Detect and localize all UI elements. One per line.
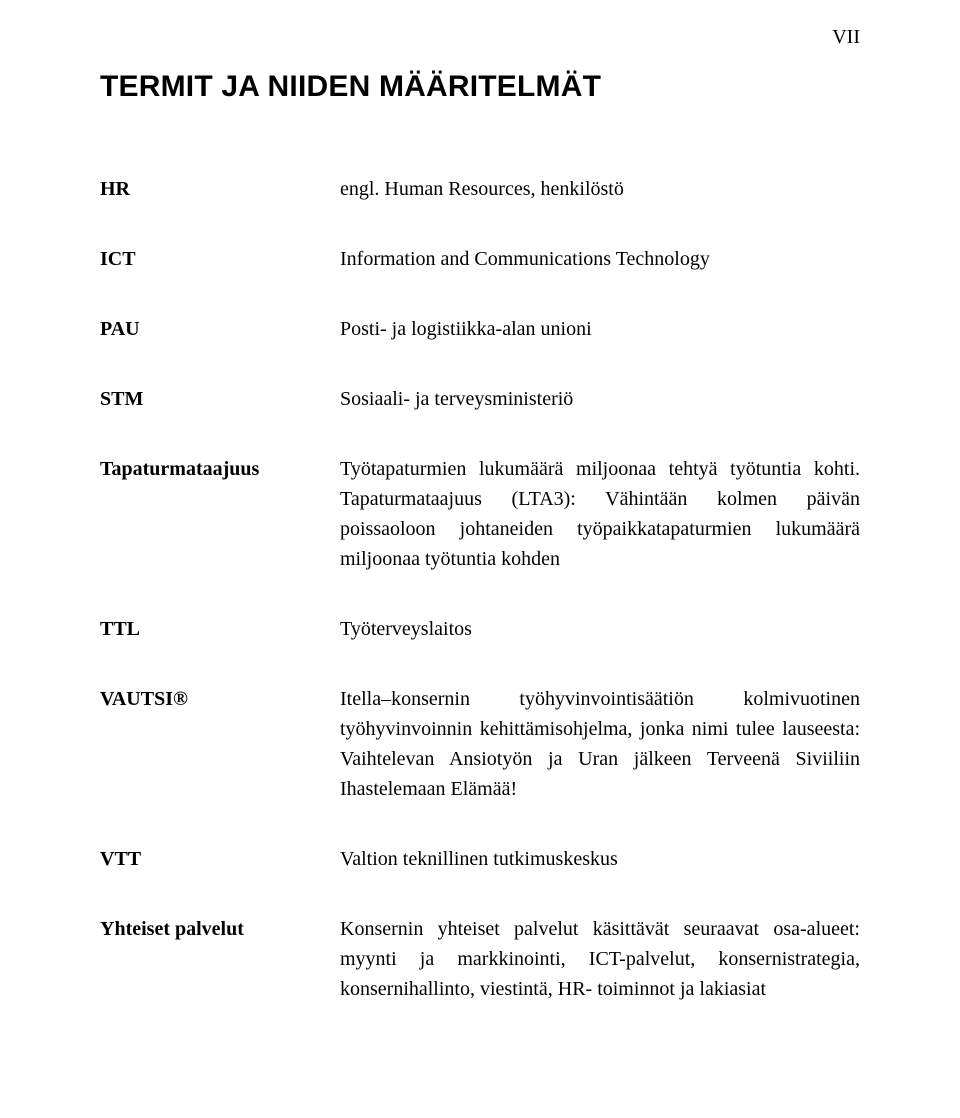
term-definition: Information and Communications Technolog… [340, 244, 860, 274]
term-definition: Konsernin yhteiset palvelut käsittävät s… [340, 914, 860, 1004]
page-title: TERMIT JA NIIDEN MÄÄRITELMÄT [100, 70, 860, 104]
term-label: PAU [100, 314, 320, 344]
term-definition: Työterveyslaitos [340, 614, 860, 644]
term-definition: Työtapaturmien lukumäärä miljoonaa tehty… [340, 454, 860, 574]
term-label: TTL [100, 614, 320, 644]
term-label: STM [100, 384, 320, 414]
term-definition: Sosiaali- ja terveysministeriö [340, 384, 860, 414]
terms-list: HR engl. Human Resources, henkilöstö ICT… [100, 174, 860, 1004]
term-definition: Valtion teknillinen tutkimuskeskus [340, 844, 860, 874]
term-label: VAUTSI® [100, 684, 320, 804]
term-label: HR [100, 174, 320, 204]
page-number: VII [832, 26, 860, 49]
term-definition: Itella–konsernin työhyvinvointisäätiön k… [340, 684, 860, 804]
term-definition: engl. Human Resources, henkilöstö [340, 174, 860, 204]
term-label: Yhteiset palvelut [100, 914, 320, 1004]
term-label: VTT [100, 844, 320, 874]
term-label: ICT [100, 244, 320, 274]
term-definition: Posti- ja logistiikka-alan unioni [340, 314, 860, 344]
term-label: Tapaturmataajuus [100, 454, 320, 574]
